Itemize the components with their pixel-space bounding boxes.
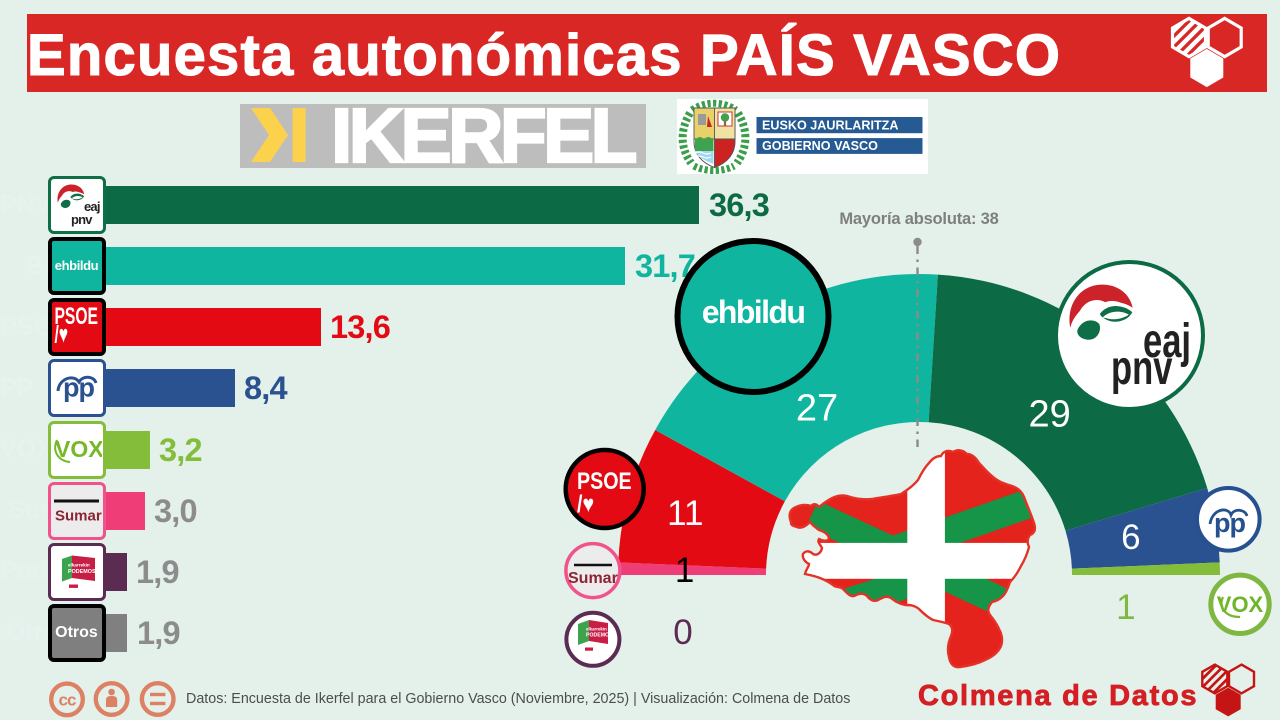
- svg-text:elkarrekin: elkarrekin: [68, 563, 90, 568]
- svg-text:elkarrekin: elkarrekin: [586, 627, 607, 632]
- svg-text:VOX: VOX: [1217, 592, 1264, 617]
- svg-text:eaj: eaj: [84, 199, 100, 214]
- svg-text:PODEMOS.: PODEMOS.: [586, 633, 615, 639]
- svg-text:VOX: VOX: [55, 436, 102, 462]
- svg-text:PODEMOS.: PODEMOS.: [68, 569, 98, 575]
- svg-text:/♥: /♥: [54, 321, 68, 348]
- svg-text:ehbildu: ehbildu: [702, 294, 805, 330]
- svg-text:EUSKO JAURLARITZA: EUSKO JAURLARITZA: [762, 118, 898, 132]
- svg-text:PSOE: PSOE: [54, 302, 98, 329]
- svg-text:/♥: /♥: [577, 490, 594, 517]
- svg-text:eaj: eaj: [1143, 313, 1191, 367]
- svg-text:Sumar: Sumar: [568, 570, 618, 587]
- svg-text:GOBIERNO VASCO: GOBIERNO VASCO: [762, 139, 878, 153]
- svg-text:Sumar: Sumar: [55, 508, 102, 525]
- svg-text:pnv: pnv: [71, 212, 93, 227]
- svg-text:cc: cc: [59, 691, 76, 710]
- svg-text:PSOE: PSOE: [577, 467, 632, 494]
- svg-text:pnv: pnv: [1111, 340, 1173, 394]
